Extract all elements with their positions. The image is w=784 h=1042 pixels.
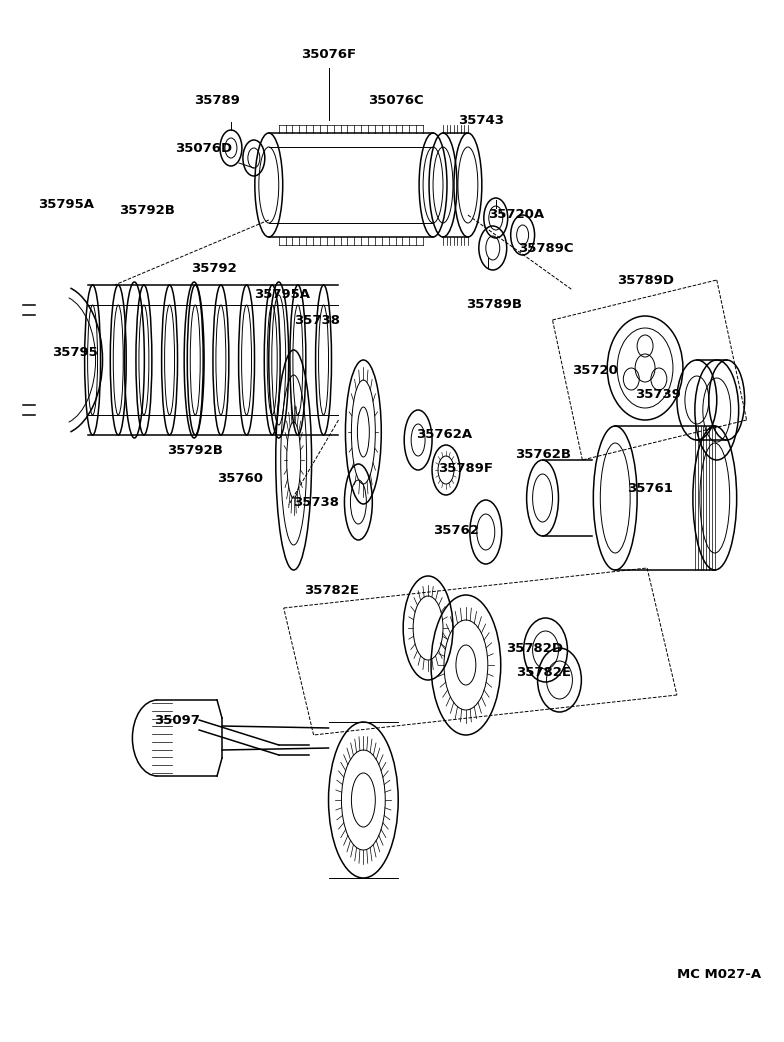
Text: 35789F: 35789F bbox=[438, 462, 493, 474]
Text: MC M027-A: MC M027-A bbox=[677, 968, 761, 982]
Text: 35795A: 35795A bbox=[38, 198, 94, 212]
Text: 35792: 35792 bbox=[191, 262, 237, 274]
Text: 35762A: 35762A bbox=[416, 428, 472, 442]
Text: 35762B: 35762B bbox=[514, 448, 571, 462]
Text: 35795: 35795 bbox=[52, 346, 97, 358]
Text: 35762: 35762 bbox=[433, 523, 479, 537]
Text: 35720: 35720 bbox=[572, 364, 619, 376]
Text: 35792B: 35792B bbox=[119, 203, 176, 217]
Text: 35097: 35097 bbox=[154, 714, 200, 726]
Text: 35789D: 35789D bbox=[617, 273, 674, 287]
Text: 35076D: 35076D bbox=[176, 142, 233, 154]
Text: 35739: 35739 bbox=[635, 389, 681, 401]
Text: 35738: 35738 bbox=[292, 496, 339, 508]
Text: 35789: 35789 bbox=[194, 94, 240, 106]
Text: 35076F: 35076F bbox=[301, 49, 356, 61]
Text: 35738: 35738 bbox=[294, 314, 339, 326]
Text: 35743: 35743 bbox=[458, 114, 504, 126]
Text: 35782E: 35782E bbox=[303, 584, 358, 596]
Text: 35076C: 35076C bbox=[368, 94, 424, 106]
Text: 35789B: 35789B bbox=[466, 298, 522, 312]
Text: 35782D: 35782D bbox=[506, 642, 563, 654]
Text: 35792B: 35792B bbox=[167, 444, 223, 456]
Text: 35782E: 35782E bbox=[516, 666, 571, 678]
Text: 35789C: 35789C bbox=[517, 242, 573, 254]
Text: 35795A: 35795A bbox=[254, 289, 310, 301]
Text: 35760: 35760 bbox=[217, 471, 263, 485]
Text: 35761: 35761 bbox=[627, 481, 673, 495]
Text: 35720A: 35720A bbox=[488, 208, 544, 222]
